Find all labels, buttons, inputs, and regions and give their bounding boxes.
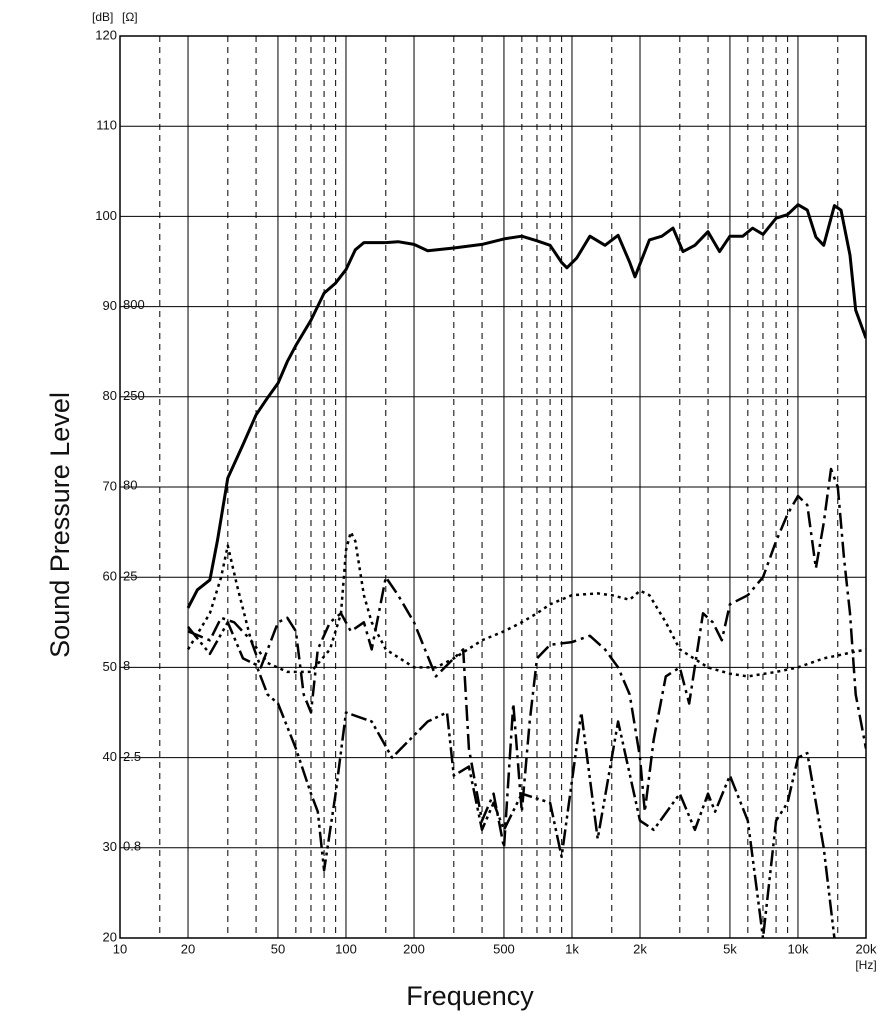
x-axis-title: Frequency xyxy=(406,981,534,1011)
y-tick-label: 50 xyxy=(103,659,117,674)
x-tick-label: 10k xyxy=(787,941,808,956)
y2-tick-label: 250 xyxy=(123,388,145,403)
series-line xyxy=(187,467,866,850)
y2-tick-label: 2.5 xyxy=(123,749,141,764)
y-tick-label: 90 xyxy=(103,298,117,313)
x-unit: [Hz] xyxy=(855,958,876,972)
y2-tick-label: 8 xyxy=(123,658,130,673)
y-unit: [dB] xyxy=(92,10,113,24)
plot xyxy=(186,203,866,938)
y-tick-label: 80 xyxy=(103,388,117,403)
x-tick-label: 2k xyxy=(633,941,647,956)
y2-tick-label: 25 xyxy=(123,569,137,584)
y-tick-label: 20 xyxy=(103,929,117,944)
series-line xyxy=(186,530,866,678)
y-tick-label: 120 xyxy=(95,27,117,42)
x-tick-label: 10 xyxy=(113,941,127,956)
plot-frame xyxy=(119,35,867,939)
x-tick-label: 20 xyxy=(181,941,195,956)
x-tick-label: 200 xyxy=(403,941,425,956)
y-tick-label: 60 xyxy=(103,569,117,584)
x-tick-label: 500 xyxy=(493,941,515,956)
x-tick-label: 20k xyxy=(856,941,877,956)
x-tick-label: 1k xyxy=(565,941,579,956)
y-tick-label: 70 xyxy=(103,478,117,493)
y-tick-label: 30 xyxy=(103,839,117,854)
y2-tick-label: 80 xyxy=(123,478,137,493)
series-line xyxy=(187,621,836,938)
x-tick-label: 50 xyxy=(271,941,285,956)
x-tick-label: 100 xyxy=(335,941,357,956)
y-tick-label: 110 xyxy=(96,118,117,133)
y2-tick-label: 0.8 xyxy=(123,838,141,853)
y2-unit: [Ω] xyxy=(122,10,138,24)
y-tick-label: 100 xyxy=(95,208,117,223)
y-tick-label: 40 xyxy=(103,749,117,764)
y2-tick-label: 800 xyxy=(123,297,145,312)
series-line xyxy=(186,203,866,609)
y-axis-title: Sound Pressure Level xyxy=(45,392,75,658)
x-tick-label: 5k xyxy=(723,941,737,956)
